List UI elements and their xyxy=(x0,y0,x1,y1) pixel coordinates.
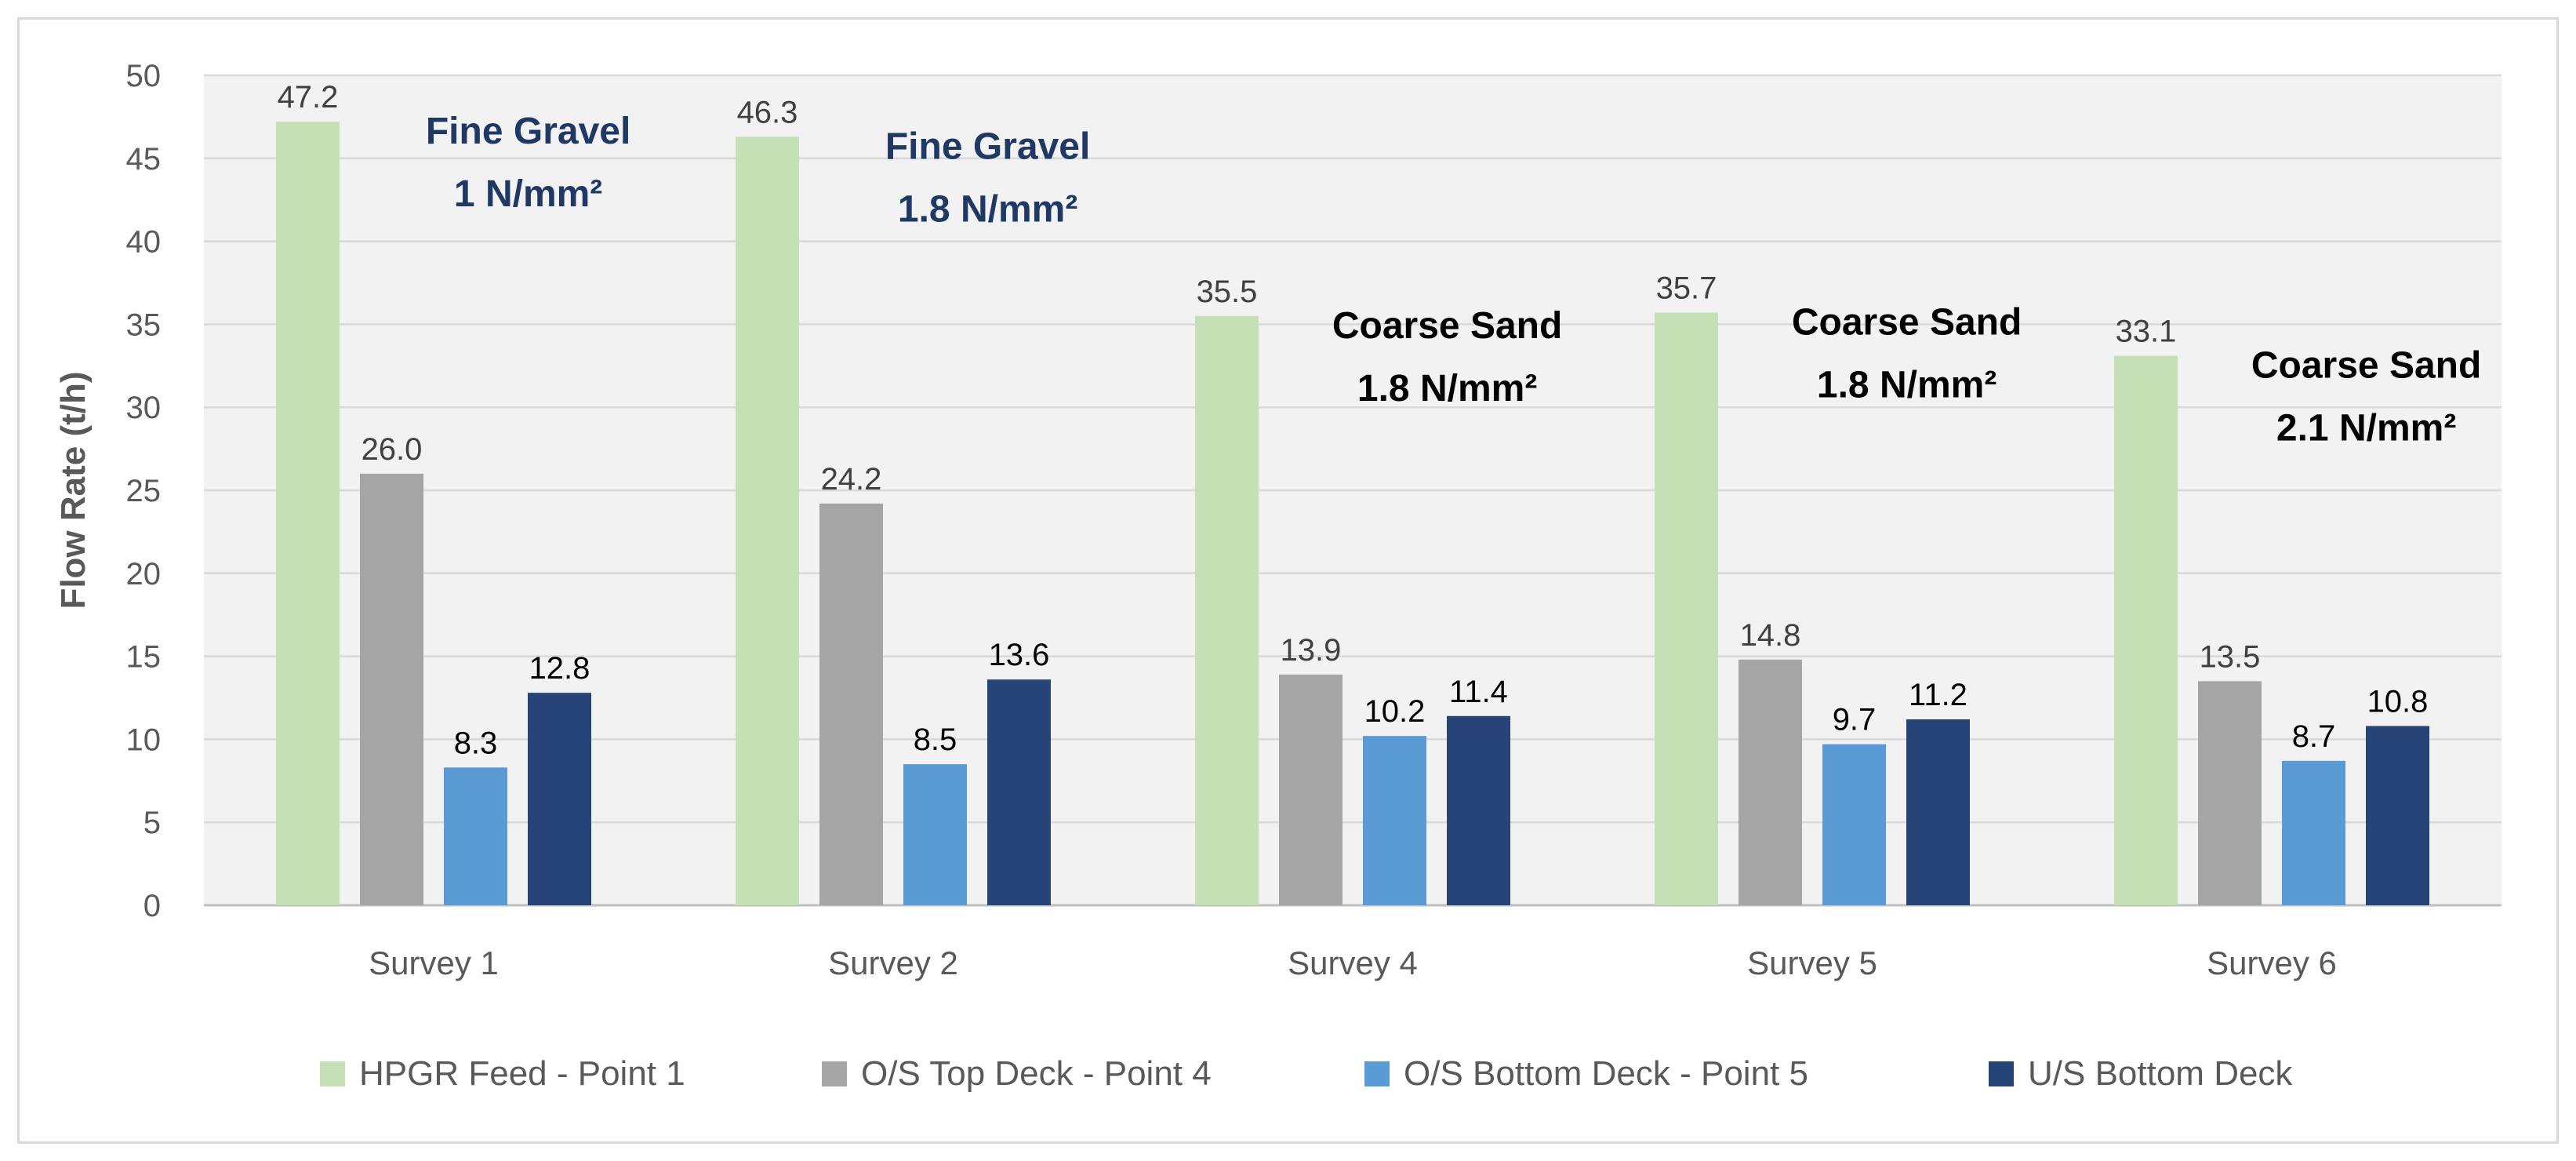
x-tick-label: Survey 1 xyxy=(369,944,499,981)
x-tick-label: Survey 4 xyxy=(1288,944,1418,981)
data-label: 35.5 xyxy=(1197,275,1258,309)
x-tick-label: Survey 2 xyxy=(828,944,958,981)
data-label: 11.4 xyxy=(1449,675,1508,709)
bar xyxy=(2366,726,2429,905)
legend-label: U/S Bottom Deck xyxy=(2028,1054,2293,1093)
data-label: 11.2 xyxy=(1909,678,1967,712)
legend-swatch xyxy=(1989,1061,2014,1086)
bar xyxy=(2114,355,2178,905)
legend-swatch xyxy=(320,1061,345,1086)
data-label: 14.8 xyxy=(1740,618,1801,653)
annotation-material: Fine Gravel xyxy=(885,126,1090,167)
data-label: 24.2 xyxy=(821,462,882,497)
y-tick-label: 30 xyxy=(126,391,162,425)
annotation-pressure: 2.1 N/mm² xyxy=(2276,408,2456,449)
legend-swatch xyxy=(822,1061,847,1086)
bar xyxy=(276,122,340,906)
bar xyxy=(1906,719,1970,905)
bar xyxy=(1363,736,1426,905)
bar xyxy=(528,693,591,905)
bar xyxy=(360,473,423,905)
data-label: 35.7 xyxy=(1656,271,1717,306)
data-label: 26.0 xyxy=(362,432,423,467)
y-tick-label: 25 xyxy=(126,474,162,508)
bar xyxy=(444,767,507,905)
data-label: 46.3 xyxy=(737,95,798,129)
y-tick-label: 0 xyxy=(144,889,161,923)
x-tick-label: Survey 5 xyxy=(1747,944,1877,981)
bar xyxy=(2198,681,2262,905)
bar xyxy=(736,136,799,906)
bar xyxy=(819,503,883,905)
bar xyxy=(1195,315,1259,905)
y-tick-labels: 0 5 10 15 20 25 30 35 40 45 50 xyxy=(126,59,162,923)
data-label: 8.7 xyxy=(2292,719,2336,754)
annotation-pressure: 1 N/mm² xyxy=(454,173,602,215)
legend-label: O/S Top Deck - Point 4 xyxy=(861,1054,1212,1093)
y-tick-label: 5 xyxy=(144,806,161,840)
y-tick-label: 35 xyxy=(126,308,162,342)
data-label: 12.8 xyxy=(529,651,590,686)
annotations: Fine Gravel 1 N/mm² Fine Gravel 1.8 N/mm² Co… xyxy=(426,111,2481,449)
annotation-pressure: 1.8 N/mm² xyxy=(1817,365,1996,406)
annotation-pressure: 1.8 N/mm² xyxy=(1357,368,1537,409)
x-tick-labels: Survey 1 Survey 2 Survey 4 Survey 5 Survey 6 xyxy=(369,944,2337,981)
bar xyxy=(903,764,967,905)
data-label: 8.3 xyxy=(454,726,498,760)
bar xyxy=(1447,715,1510,905)
data-label: 13.5 xyxy=(2200,639,2261,674)
y-axis-label: Flow Rate (t/h) xyxy=(54,371,93,609)
x-tick-label: Survey 6 xyxy=(2207,944,2337,981)
y-tick-label: 20 xyxy=(126,557,162,591)
y-tick-label: 45 xyxy=(126,142,162,177)
legend: HPGR Feed - Point 1 O/S Top Deck - Point … xyxy=(320,1054,2293,1093)
bar xyxy=(987,679,1051,905)
annotation-material: Coarse Sand xyxy=(2251,345,2481,387)
bar-value-labels: 47.2 26.0 8.3 12.8 46.3 24.2 8.5 13.6 35.5 13.9 10… xyxy=(278,80,2429,760)
bar xyxy=(1279,674,1342,905)
bar xyxy=(1655,312,1718,905)
legend-label: HPGR Feed - Point 1 xyxy=(359,1054,685,1093)
bar xyxy=(1822,744,1886,905)
data-label: 10.8 xyxy=(2367,684,2429,719)
annotation-pressure: 1.8 N/mm² xyxy=(898,188,1077,230)
annotation-material: Coarse Sand xyxy=(1792,302,2022,344)
data-label: 13.6 xyxy=(989,638,1050,672)
data-label: 33.1 xyxy=(2116,315,2177,349)
data-label: 47.2 xyxy=(278,80,339,115)
bar xyxy=(2282,760,2345,905)
legend-label: O/S Bottom Deck - Point 5 xyxy=(1404,1054,1808,1093)
data-label: 10.2 xyxy=(1364,694,1426,729)
bars xyxy=(276,122,2429,906)
data-label: 8.5 xyxy=(914,722,957,757)
y-tick-label: 10 xyxy=(126,722,162,757)
legend-swatch xyxy=(1364,1061,1390,1086)
y-tick-label: 15 xyxy=(126,640,162,675)
data-label: 9.7 xyxy=(1833,703,1877,737)
bar xyxy=(1739,659,1802,905)
data-label: 13.9 xyxy=(1281,633,1342,668)
y-tick-label: 40 xyxy=(126,225,162,260)
y-tick-label: 50 xyxy=(126,59,162,93)
annotation-material: Fine Gravel xyxy=(426,111,630,152)
annotation-material: Coarse Sand xyxy=(1332,305,1562,347)
